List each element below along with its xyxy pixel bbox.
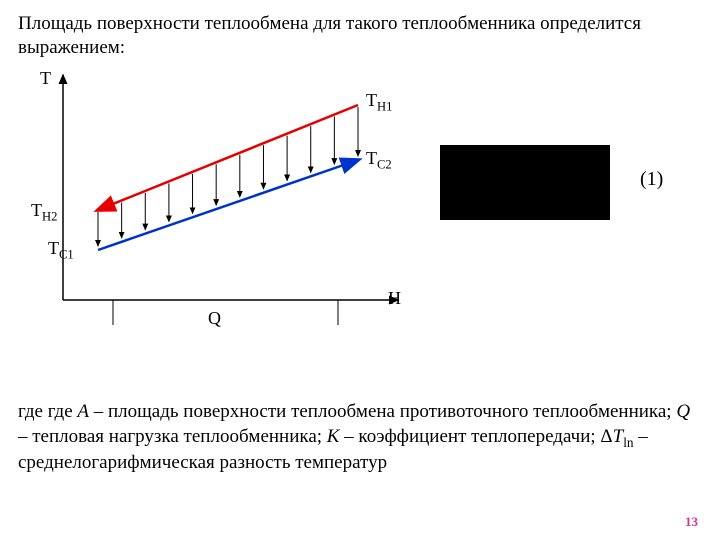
axis-x-label: H xyxy=(388,288,401,309)
axis-y-label: T xyxy=(40,68,51,89)
body-paragraph: где где А – площадь поверхности теплообм… xyxy=(18,400,702,475)
label-tc2: TC2 xyxy=(366,148,392,173)
page-number: 13 xyxy=(685,514,698,530)
label-tc1: TC1 xyxy=(48,238,74,263)
label-th1: TH1 xyxy=(366,90,392,115)
formula-image xyxy=(440,145,610,220)
label-th2: TH2 xyxy=(31,200,57,225)
equation-number: (1) xyxy=(640,168,663,191)
page-title: Площадь поверхности теплообмена для тако… xyxy=(18,12,702,60)
q-label: Q xyxy=(208,308,221,329)
heat-exchange-diagram: T H TH1 TC2 TH2 TC1 Q xyxy=(28,70,408,335)
